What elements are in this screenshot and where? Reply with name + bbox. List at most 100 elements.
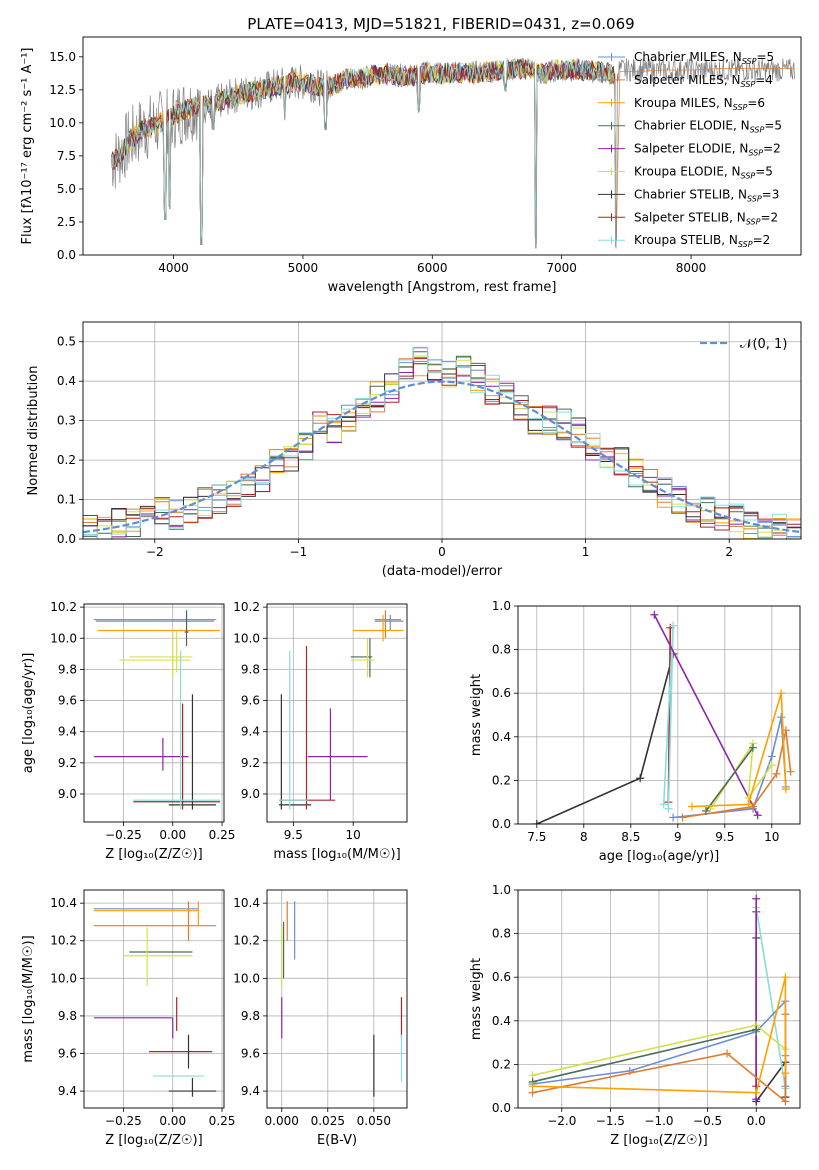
y-tick-label: 10.2: [50, 934, 77, 948]
x-tick-label: 0.0: [747, 1114, 766, 1128]
y-tick-label: 7.5: [57, 149, 76, 163]
x-tick-label: −1: [290, 545, 308, 559]
model-spectrum-line: [111, 59, 617, 249]
panel-residual_hist: −2 −1 0 1 2 0.0 0.1 0.2 0.3 0.4 0.5 (data-model)/er…: [26, 321, 802, 579]
panel-mass_vs_Z: −0.25 0.00 0.25 9.4 9.6 9.8 10.0 10.2 10.4 Z [log…: [21, 889, 235, 1148]
y-tick-label: 15.0: [49, 50, 76, 64]
plot-area: [532, 610, 795, 824]
y-tick-label: 10.0: [50, 971, 77, 985]
x-tick-label: 5000: [288, 261, 319, 275]
y-tick-label: 0.0: [492, 817, 511, 831]
y-tick-label: 9.8: [241, 662, 260, 676]
y-axis-label: Normed distribution: [26, 366, 41, 496]
model-spectrum-line: [111, 58, 617, 249]
x-tick-label: 9.5: [284, 828, 303, 842]
plot-area: [93, 610, 221, 810]
axes-frame: [266, 603, 408, 823]
gridlines: [518, 605, 800, 825]
figure-title: PLATE=0413, MJD=51821, FIBERID=0431, z=0…: [247, 15, 634, 33]
mass-weight-line: [536, 653, 674, 824]
y-tick-label: 9.4: [241, 725, 260, 739]
legend-label: 𝒩(0, 1): [740, 337, 787, 352]
plot-area: [111, 57, 795, 249]
plot-area: [93, 901, 217, 1097]
x-tick-label: 7000: [546, 261, 577, 275]
y-tick-label: 10.4: [233, 896, 260, 910]
spectrum-legend: Chabrier MILES, NSSP=5 Salpeter MILES, NS…: [598, 50, 782, 249]
legend-label: Chabrier MILES, NSSP=5: [634, 50, 774, 66]
panel-massweight_vs_age: 7.5 8 8.5 9 9.5 10 0.0 0.2 0.4 0.6 0.8 1.0 age [log₁…: [469, 599, 801, 864]
mass-weight-marker: [749, 743, 757, 752]
axes-frame: [83, 603, 225, 823]
legend-label: Chabrier ELODIE, NSSP=5: [634, 119, 782, 135]
x-axis-label: mass [log₁₀(M/M☉)]: [273, 847, 400, 862]
mass-weight-marker: [669, 813, 678, 822]
y-axis-label: mass weight: [469, 674, 484, 756]
x-tick-label: −0.25: [105, 1114, 142, 1128]
mass-weight-marker: [753, 811, 762, 820]
y-tick-label: 10.4: [50, 896, 77, 910]
x-tick-label: −1.0: [644, 1114, 673, 1128]
mass-weight-marker: [767, 761, 776, 770]
legend-label: Kroupa ELODIE, NSSP=5: [634, 165, 773, 181]
x-tick-label: 0.00: [159, 1114, 186, 1128]
mass-weight-line: [532, 977, 787, 1094]
x-axis-label: Z [log₁₀(Z/Z☉)]: [610, 1133, 707, 1148]
mass-weight-line: [653, 614, 759, 816]
y-tick-label: 0.1: [57, 493, 76, 507]
x-tick-label: 0.25: [209, 828, 236, 842]
gridlines: [84, 604, 224, 822]
y-tick-label: 10.2: [50, 600, 77, 614]
y-tick-label: 9.6: [241, 694, 260, 708]
mass-weight-marker: [650, 610, 659, 619]
mass-weight-marker: [669, 621, 678, 630]
y-tick-label: 9.0: [241, 787, 260, 801]
y-tick-label: 9.8: [58, 662, 77, 676]
residual-histogram-step: [83, 346, 801, 539]
mass-weight-marker: [767, 752, 776, 761]
x-tick-label: 0.000: [265, 1114, 299, 1128]
y-tick-label: 9.4: [58, 1084, 77, 1098]
mass-weight-marker: [749, 802, 757, 811]
y-tick-label: 10.0: [233, 971, 260, 985]
plot-area: [83, 346, 801, 539]
legend-label: Chabrier STELIB, NSSP=3: [634, 187, 779, 203]
panel-spectrum: 4000 5000 6000 7000 8000 0.0 2.5 5.0 7.5 10.0 12.5…: [20, 36, 802, 295]
y-tick-label: 9.4: [241, 1084, 260, 1098]
x-axis-label: Z [log₁₀(Z/Z☉)]: [105, 1133, 202, 1148]
x-tick-label: 9: [674, 830, 682, 844]
y-axis-label: mass weight: [469, 958, 484, 1040]
mass-weight-marker: [678, 813, 687, 822]
y-tick-label: 10.0: [50, 631, 77, 645]
mass-weight-marker: [532, 820, 541, 824]
model-spectrum-line: [111, 59, 617, 249]
x-tick-label: 0.025: [311, 1114, 345, 1128]
panel-massweight_vs_Z: −2.0 −1.5 −1.0 −0.5 0.0 0.0 0.2 0.4 0.6 0.8 1.0 Z […: [469, 883, 801, 1148]
mass-weight-marker: [777, 689, 786, 698]
y-tick-label: 10.2: [233, 600, 260, 614]
normal-distribution-curve: [83, 380, 801, 534]
x-axis-label: (data-model)/error: [382, 564, 503, 579]
y-tick-label: 0.6: [492, 970, 511, 984]
legend-label: Kroupa MILES, NSSP=6: [634, 96, 765, 112]
axes-frame: [266, 889, 408, 1109]
legend-label: Salpeter MILES, NSSP=4: [634, 73, 773, 89]
y-tick-label: 1.0: [492, 883, 511, 897]
x-tick-label: 4000: [158, 261, 189, 275]
x-tick-label: 1: [582, 545, 590, 559]
x-tick-label: 9.5: [715, 830, 734, 844]
y-tick-label: 0.2: [492, 773, 511, 787]
panel-age_vs_mass: 9.5 10 9.0 9.2 9.4 9.6 9.8 10.0 10.2 mass [log₁₀(…: [233, 600, 408, 862]
axes-frame: [517, 889, 801, 1109]
gridlines: [83, 322, 801, 540]
y-tick-label: 0.8: [492, 643, 511, 657]
axes-frame: [82, 321, 802, 540]
mass-weight-marker: [781, 973, 790, 982]
model-spectrum-line: [111, 58, 617, 249]
mass-weight-marker: [702, 806, 710, 815]
axes-frame: [82, 36, 802, 256]
mass-weight-marker: [744, 800, 753, 809]
x-tick-label: 0: [438, 545, 446, 559]
x-tick-label: −0.25: [105, 828, 142, 842]
y-tick-label: 9.6: [58, 1047, 77, 1061]
